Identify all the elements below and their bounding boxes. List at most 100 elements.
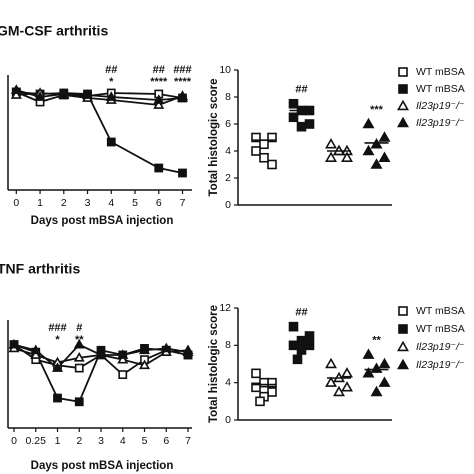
x-tick-label: 0 [11,435,17,447]
x-tick-label: 2 [76,435,82,447]
legend-marker [398,67,408,77]
x-tick-label: 1 [37,197,43,209]
marker [259,377,269,388]
marker [182,346,194,357]
marker [73,352,85,362]
y-axis-title: Total histologic score [208,305,220,423]
y-tick-label: 8 [225,339,231,351]
marker [267,159,277,170]
legend-marker [397,99,409,111]
marker [259,152,269,163]
marker [341,381,353,392]
marker [341,367,353,378]
x-tick-label: 0.25 [26,435,47,447]
legend-label: WT mBSA [416,305,465,317]
y-tick-label: 12 [219,302,231,314]
legend-marker [398,306,408,316]
marker [362,144,375,156]
marker [105,91,117,101]
marker [154,163,164,173]
marker [251,368,261,379]
significance-label: ## [153,64,165,76]
y-tick-label: 8 [225,91,231,103]
legend-label: WT mBSA [416,66,465,78]
legend-marker [398,324,408,334]
marker [267,132,277,143]
marker [288,340,299,351]
significance-label: ### [173,64,191,76]
marker [58,88,70,98]
marker [292,354,303,365]
y-tick-label: 6 [225,118,231,130]
marker [138,344,151,355]
significance-label: **** [174,76,192,88]
legend-label: Il23p19⁻/⁻ [416,100,464,112]
marker [288,112,299,123]
marker [362,117,375,129]
marker [378,376,391,387]
x-tick-label: 0 [13,197,19,209]
marker [74,363,84,373]
marker [370,385,383,397]
marker [325,357,337,369]
x-tick-label: 3 [98,435,104,447]
legend-marker [397,358,409,370]
x-tick-label: 5 [142,435,148,447]
y-axis-title: Total histologic score [208,79,220,197]
y-tick-label: 10 [219,64,231,76]
marker [370,362,383,373]
legend-label: Il23p19⁻/⁻ [416,117,464,129]
marker [362,367,375,378]
marker [95,349,107,359]
significance-label: * [109,76,114,88]
marker [106,137,116,147]
marker [153,94,165,104]
marker [325,151,337,162]
significance-label: ### [48,322,66,334]
x-tick-label: 4 [108,197,114,209]
marker [153,99,165,109]
y-tick-label: 0 [225,199,231,211]
marker [288,98,299,109]
y-tick-label: 4 [225,145,231,157]
x-axis-title: Days post mBSA injection [31,460,174,472]
marker [341,151,353,162]
marker [304,340,315,351]
marker [267,377,277,388]
marker [288,321,299,332]
marker [296,121,307,132]
marker [10,84,22,94]
legend-label: WT mBSA [416,83,465,95]
significance-label: *** [370,104,384,116]
marker [259,139,269,150]
x-tick-label: 6 [163,435,169,447]
marker [178,168,187,178]
marker [8,338,20,349]
x-tick-label: 7 [180,197,186,209]
marker [82,89,94,99]
x-tick-label: 5 [132,197,138,209]
marker [73,338,85,349]
marker [10,89,22,99]
significance-label: ** [75,334,84,346]
marker [378,131,391,142]
legend-label: Il23p19⁻/⁻ [416,359,464,371]
marker [176,92,189,102]
marker [53,393,62,403]
significance-label: ## [295,84,307,96]
marker [378,357,391,369]
marker [296,345,307,355]
marker [304,119,315,129]
marker [34,91,46,101]
legend-marker [397,116,409,128]
marker [255,396,265,407]
x-tick-label: 6 [156,197,162,209]
chart-title: TNF arthritis [0,261,80,277]
x-tick-label: 1 [55,435,61,447]
x-tick-label: 7 [185,435,191,447]
marker [30,349,42,359]
marker [333,385,345,397]
marker [74,397,84,407]
legend-marker [398,84,408,94]
